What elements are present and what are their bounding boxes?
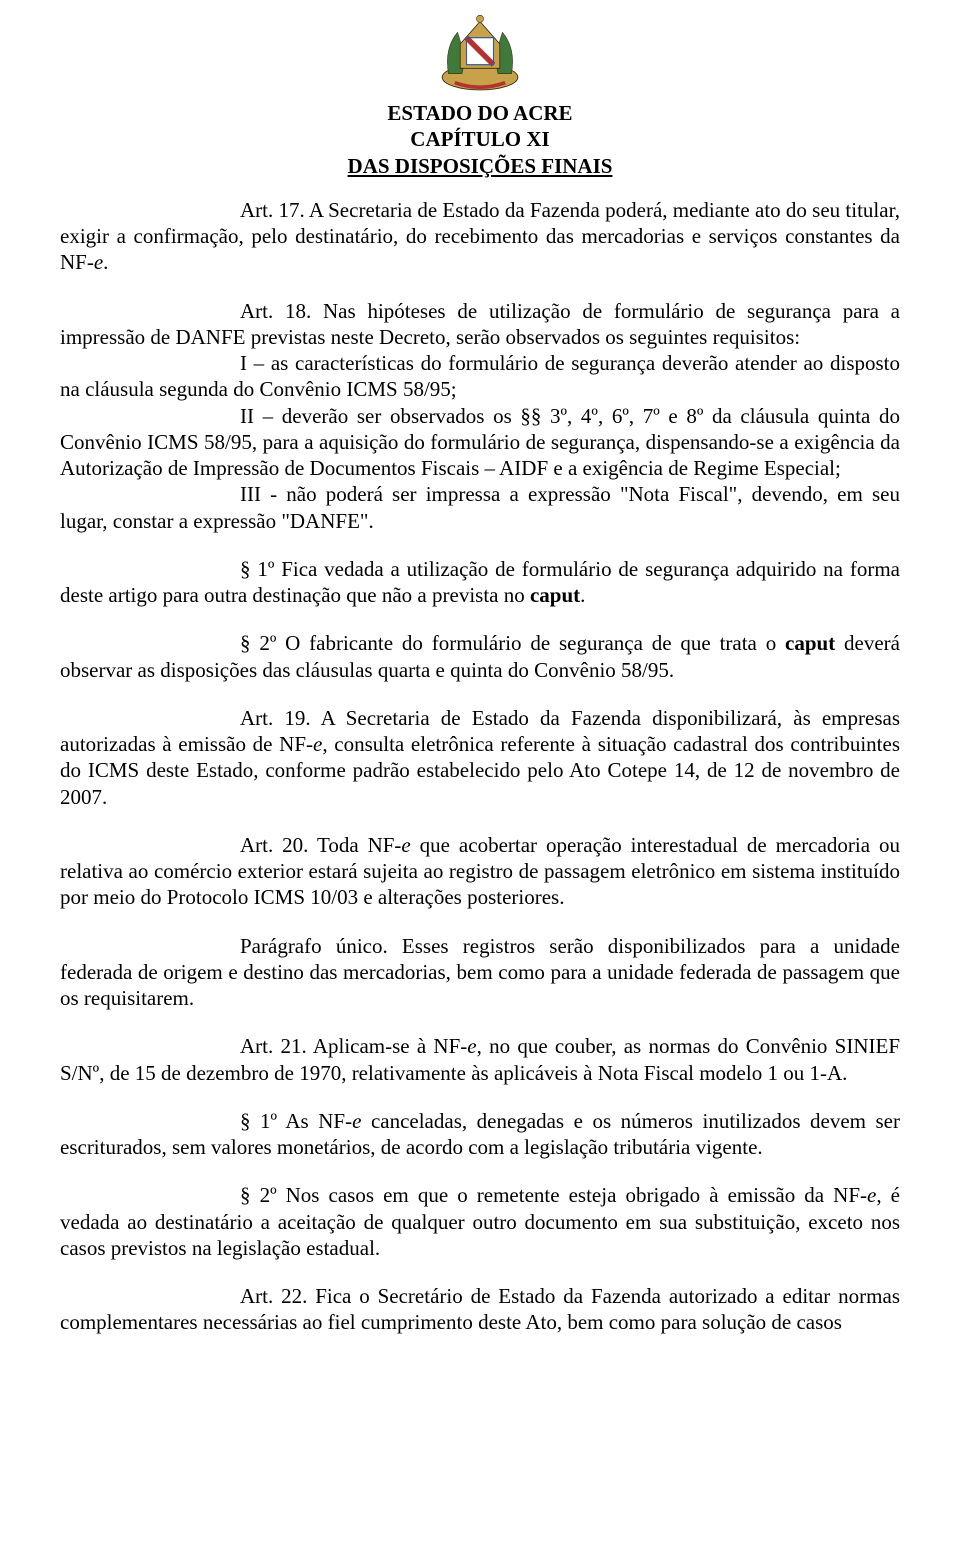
text-segment: canceladas, denegadas e os números inuti… <box>60 1109 900 1159</box>
text-segment: § 1º As NF- <box>240 1109 352 1133</box>
header-state: ESTADO DO ACRE <box>60 100 900 126</box>
text-segment: e <box>467 1034 476 1058</box>
paragraph: § 1º Fica vedada a utilização de formulá… <box>60 556 900 609</box>
spacer <box>60 179 900 197</box>
paragraph: Art. 22. Fica o Secretário de Estado da … <box>60 1283 900 1336</box>
paragraph: Art. 18. Nas hipóteses de utilização de … <box>60 298 900 534</box>
paragraph: Art. 19. A Secretaria de Estado da Fazen… <box>60 705 900 810</box>
paragraph: Art. 21. Aplicam-se à NF-e, no que coube… <box>60 1033 900 1086</box>
state-crest-icon <box>435 12 525 94</box>
text-segment: e <box>401 833 410 857</box>
text-segment: Art. 20. Toda NF- <box>240 833 401 857</box>
text-segment: Art. 18. Nas hipóteses de utilização de … <box>60 299 900 349</box>
text-segment: Parágrafo único. Esses registros serão d… <box>60 934 900 1011</box>
text-segment: Art. 17. A Secretaria de Estado da Fazen… <box>60 198 900 275</box>
text-segment: III - não poderá ser impressa a expressã… <box>60 482 900 532</box>
text-segment: § 2º O fabricante do formulário de segur… <box>240 631 785 655</box>
text-segment: , no que couber, as normas do Convênio S… <box>60 1034 900 1084</box>
paragraph: Art. 17. A Secretaria de Estado da Fazen… <box>60 197 900 276</box>
header-chapter: CAPÍTULO XI <box>60 126 900 152</box>
text-segment: . <box>580 583 585 607</box>
paragraph: Parágrafo único. Esses registros serão d… <box>60 933 900 1012</box>
page: ESTADO DO ACRE CAPÍTULO XI DAS DISPOSIÇÕ… <box>0 0 960 1547</box>
text-segment: § 2º Nos casos em que o remetente esteja… <box>240 1183 867 1207</box>
text-segment: . <box>103 250 108 274</box>
text-segment: e <box>313 732 322 756</box>
header-section: DAS DISPOSIÇÕES FINAIS <box>348 154 613 178</box>
text-segment: que acobertar operação interestadual de … <box>60 833 900 910</box>
text-segment: e <box>867 1183 876 1207</box>
text-segment: Art. 22. Fica o Secretário de Estado da … <box>60 1284 900 1334</box>
text-segment: caput <box>530 583 580 607</box>
paragraph: § 2º Nos casos em que o remetente esteja… <box>60 1182 900 1261</box>
paragraph: § 1º As NF-e canceladas, denegadas e os … <box>60 1108 900 1161</box>
text-segment: § 1º Fica vedada a utilização de formulá… <box>60 557 900 607</box>
text-segment: I – as características do formulário de … <box>60 351 900 401</box>
text-segment: caput <box>785 631 835 655</box>
text-segment: II – deverão ser observados os §§ 3º, 4º… <box>60 404 900 481</box>
text-segment: e <box>94 250 103 274</box>
document-body: Art. 17. A Secretaria de Estado da Fazen… <box>60 197 900 1336</box>
paragraph: § 2º O fabricante do formulário de segur… <box>60 630 900 683</box>
text-segment: Art. 21. Aplicam-se à NF- <box>240 1034 467 1058</box>
paragraph: Art. 20. Toda NF-e que acobertar operaçã… <box>60 832 900 911</box>
